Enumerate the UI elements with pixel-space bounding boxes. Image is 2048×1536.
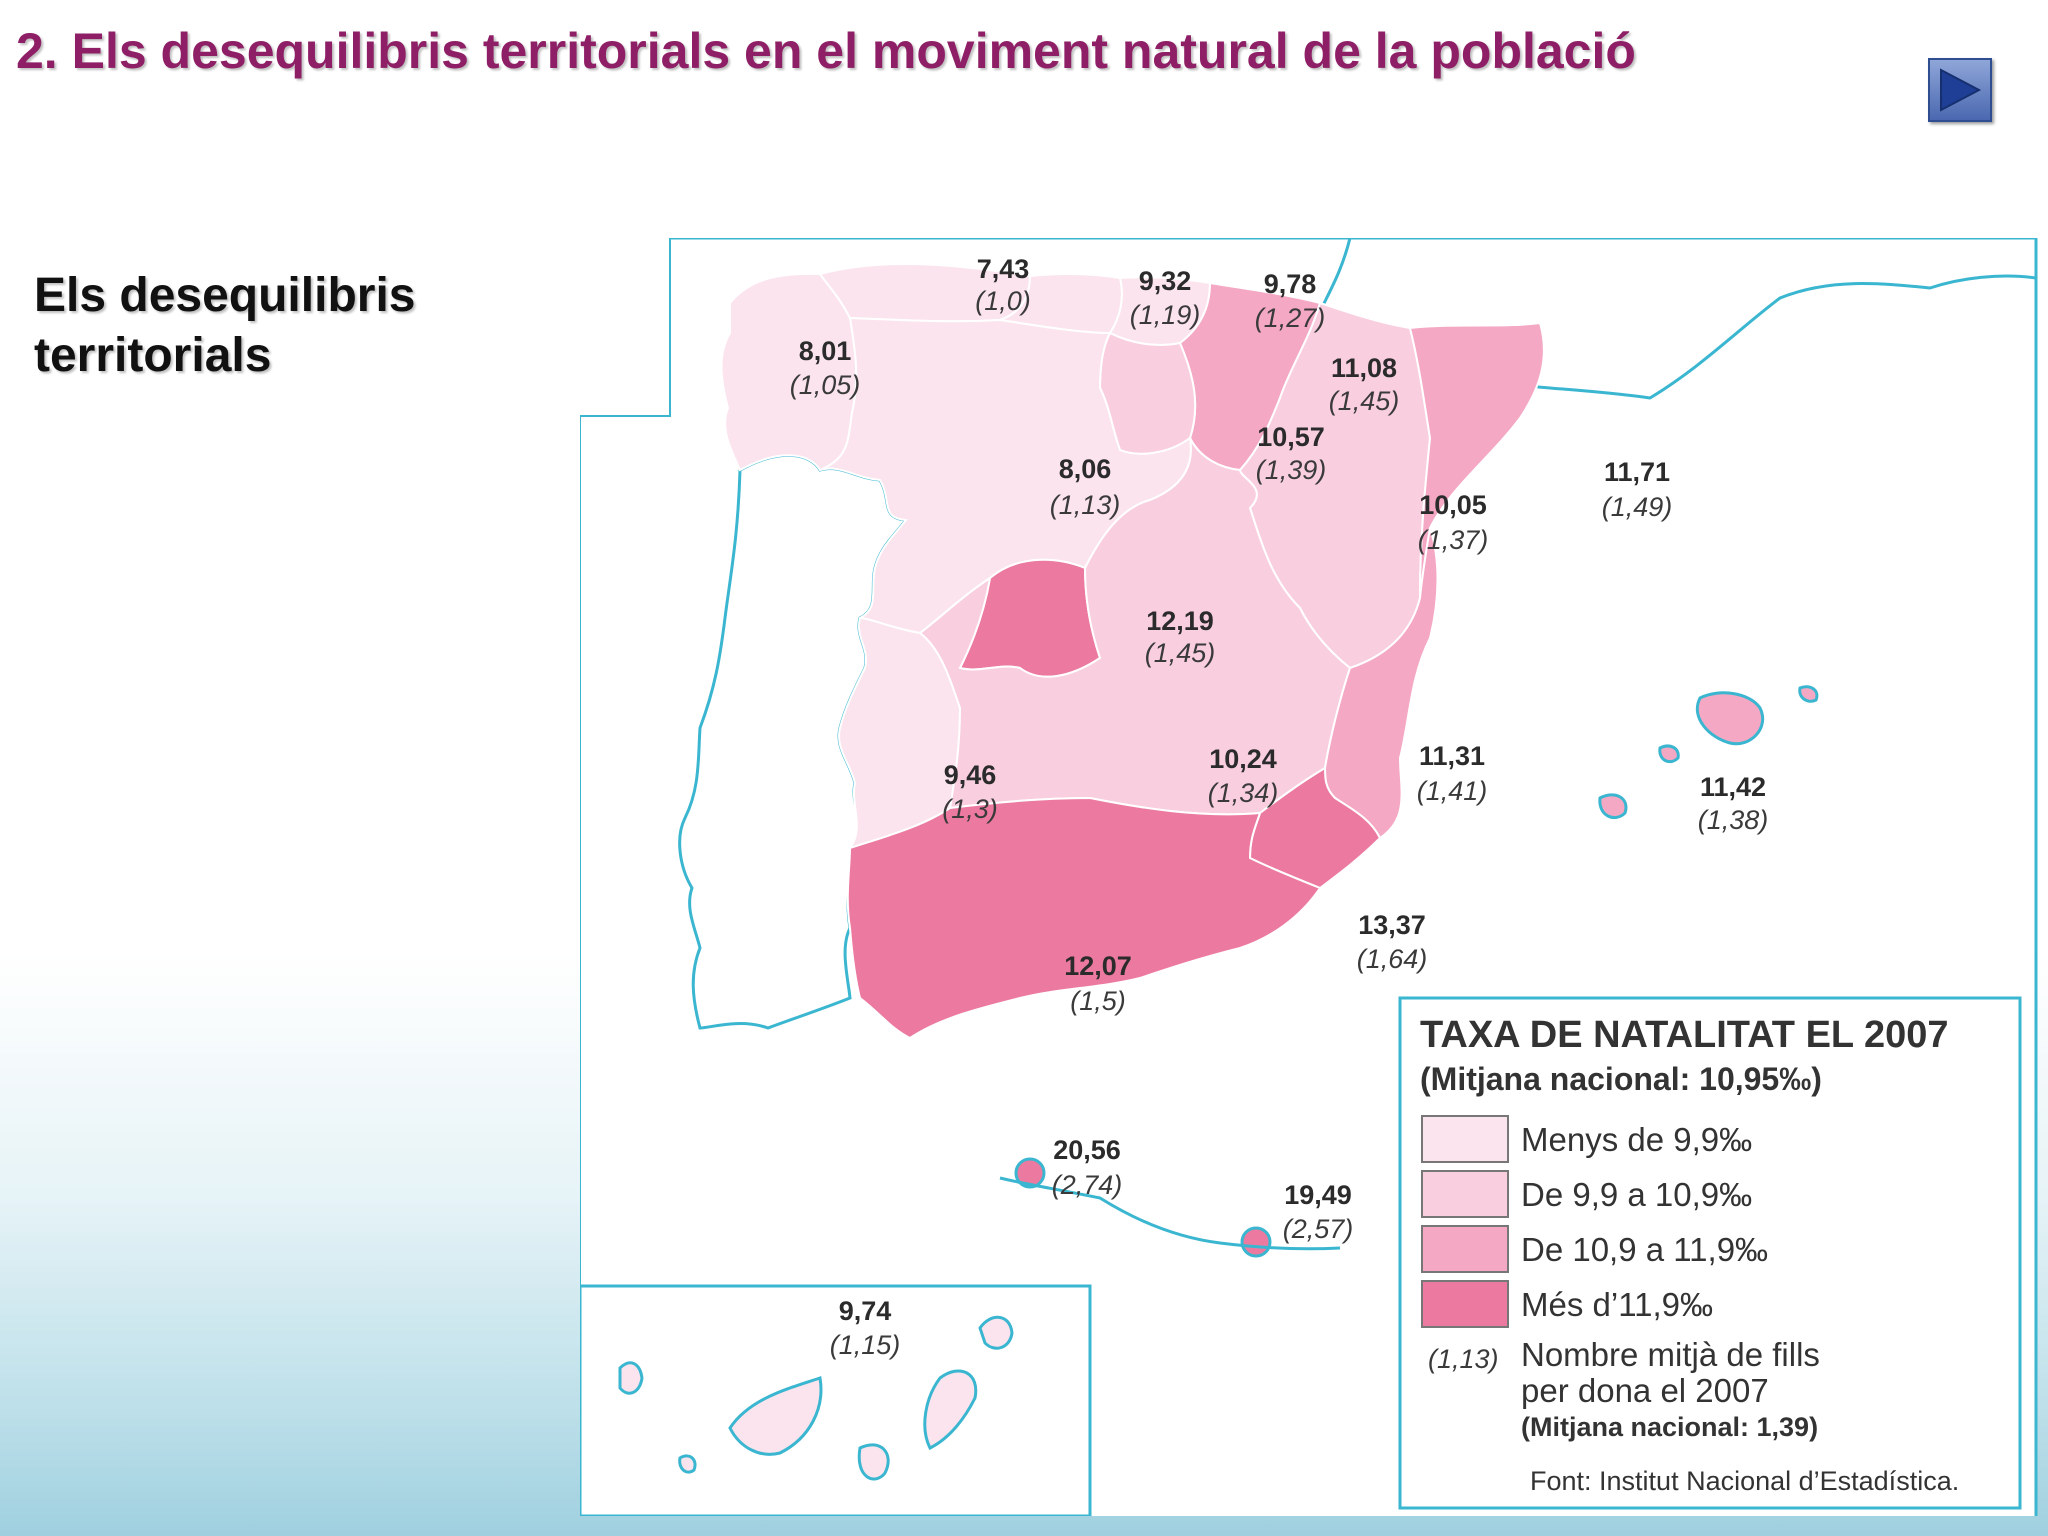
region-ceuta <box>1014 1157 1046 1189</box>
label-rate-castella-la-manxa: 10,24 <box>1209 744 1277 774</box>
label-fills-navarra: (1,45) <box>1329 386 1400 416</box>
label-rate-ceuta: 20,56 <box>1053 1135 1121 1165</box>
region-canaries <box>618 1315 1014 1481</box>
label-rate-castella-i-lleo: 8,06 <box>1059 454 1112 484</box>
label-fills-castella-i-lleo: (1,13) <box>1050 490 1121 520</box>
region-labels: 8,01 (1,05) 7,43 (1,0) 9,32 (1,19) 9,78 … <box>790 254 1769 1360</box>
next-slide-button[interactable] <box>1928 58 1992 122</box>
legend-fills-sample: (1,13) <box>1428 1344 1499 1374</box>
label-rate-galicia: 8,01 <box>799 336 852 366</box>
label-fills-andalusia: (1,5) <box>1070 986 1126 1016</box>
label-rate-la-rioja: 10,57 <box>1257 422 1325 452</box>
map-legend: TAXA DE NATALITAT EL 2007 (Mitjana nacio… <box>1398 996 2022 1510</box>
label-fills-arago: (1,37) <box>1418 525 1489 555</box>
label-fills-ceuta: (2,74) <box>1052 1170 1123 1200</box>
legend-fills-national: (Mitjana nacional: 1,39) <box>1521 1412 1818 1442</box>
play-triangle-icon <box>1940 68 1982 112</box>
label-fills-madrid: (1,45) <box>1145 638 1216 668</box>
label-rate-cantabria: 9,32 <box>1139 266 1192 296</box>
label-fills-castella-la-manxa: (1,34) <box>1208 778 1279 808</box>
label-fills-la-rioja: (1,39) <box>1256 455 1327 485</box>
legend-label: Més d’11,9‰ <box>1521 1286 1713 1323</box>
label-rate-navarra: 11,08 <box>1331 353 1397 383</box>
legend-title: TAXA DE NATALITAT EL 2007 <box>1420 1014 1949 1056</box>
label-rate-murcia: 13,37 <box>1358 910 1426 940</box>
birth-rate-map: TAXA DE NATALITAT EL 2007 (Mitjana nacio… <box>580 238 2038 1516</box>
canaries-inset <box>580 1284 1092 1516</box>
legend-label: Menys de 9,9‰ <box>1521 1121 1752 1158</box>
region-andalusia <box>846 796 1322 1040</box>
label-fills-canaries: (1,15) <box>830 1330 901 1360</box>
label-rate-valencia: 11,31 <box>1419 741 1485 771</box>
label-fills-extremadura: (1,3) <box>942 794 998 824</box>
region-melilla <box>1240 1226 1272 1258</box>
label-fills-melilla: (2,57) <box>1283 1214 1354 1244</box>
label-rate-balears: 11,42 <box>1700 772 1766 802</box>
label-fills-murcia: (1,64) <box>1357 944 1428 974</box>
label-rate-melilla: 19,49 <box>1284 1180 1352 1210</box>
region-catalunya <box>1408 321 1545 599</box>
legend-swatch <box>1421 1115 1509 1163</box>
slide-title: 2. Els desequilibris territorials en el … <box>16 23 1636 79</box>
label-rate-pais-basc: 9,78 <box>1264 269 1317 299</box>
label-rate-arago: 10,05 <box>1419 490 1487 520</box>
region-balears <box>1598 685 1819 819</box>
legend-fills-line1: Nombre mitjà de fills <box>1521 1336 1820 1373</box>
legend-swatch <box>1421 1280 1509 1328</box>
label-fills-cantabria: (1,19) <box>1130 300 1201 330</box>
label-fills-galicia: (1,05) <box>790 370 861 400</box>
label-fills-catalunya: (1,49) <box>1602 492 1673 522</box>
label-fills-pais-basc: (1,27) <box>1255 303 1326 333</box>
label-fills-asturias: (1,0) <box>975 286 1031 316</box>
label-rate-catalunya: 11,71 <box>1604 457 1670 487</box>
label-fills-valencia: (1,41) <box>1417 776 1488 806</box>
legend-subtitle: (Mitjana nacional: 10,95‰) <box>1420 1061 1822 1097</box>
side-heading: Els desequilibris territorials <box>34 269 416 382</box>
label-rate-asturias: 7,43 <box>977 254 1030 284</box>
label-rate-madrid: 12,19 <box>1146 606 1214 636</box>
label-rate-canaries: 9,74 <box>839 1296 892 1326</box>
africa-coast <box>999 1176 1341 1251</box>
label-fills-balears: (1,38) <box>1698 805 1769 835</box>
label-rate-extremadura: 9,46 <box>944 760 997 790</box>
legend-label: De 9,9 a 10,9‰ <box>1521 1176 1752 1213</box>
label-rate-andalusia: 12,07 <box>1064 951 1132 981</box>
legend-fills-line2: per dona el 2007 <box>1521 1372 1769 1409</box>
legend-swatch <box>1421 1225 1509 1273</box>
legend-swatch <box>1421 1170 1509 1218</box>
legend-source: Font: Institut Nacional d’Estadística. <box>1530 1466 1959 1496</box>
legend-label: De 10,9 a 11,9‰ <box>1521 1231 1768 1268</box>
